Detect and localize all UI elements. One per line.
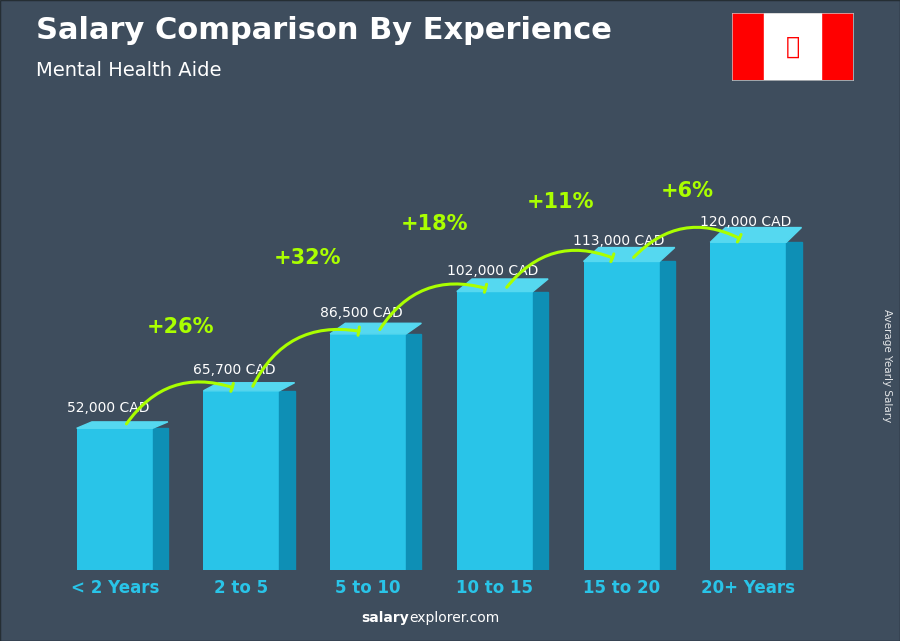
Bar: [764, 13, 821, 80]
Text: 52,000 CAD: 52,000 CAD: [67, 401, 149, 415]
Bar: [583, 262, 660, 570]
Polygon shape: [710, 228, 802, 242]
Text: 🍁: 🍁: [786, 35, 799, 58]
Text: 86,500 CAD: 86,500 CAD: [320, 306, 402, 320]
Text: 120,000 CAD: 120,000 CAD: [700, 215, 791, 229]
Text: +26%: +26%: [147, 317, 214, 337]
Polygon shape: [279, 391, 294, 570]
Bar: [710, 242, 787, 570]
Polygon shape: [583, 247, 675, 262]
Text: +6%: +6%: [661, 181, 714, 201]
Polygon shape: [787, 242, 802, 570]
Polygon shape: [406, 334, 421, 570]
Bar: [821, 13, 853, 80]
Bar: [732, 13, 764, 80]
Text: salary: salary: [362, 611, 410, 625]
Polygon shape: [457, 279, 548, 292]
Text: Mental Health Aide: Mental Health Aide: [36, 61, 221, 80]
Text: +32%: +32%: [274, 248, 341, 269]
Polygon shape: [660, 262, 675, 570]
Bar: [76, 428, 153, 570]
Bar: [330, 334, 406, 570]
Polygon shape: [330, 323, 421, 334]
Bar: [457, 292, 533, 570]
Text: Salary Comparison By Experience: Salary Comparison By Experience: [36, 16, 612, 45]
Text: Average Yearly Salary: Average Yearly Salary: [881, 309, 892, 422]
Text: 65,700 CAD: 65,700 CAD: [194, 363, 276, 377]
Text: +11%: +11%: [527, 192, 595, 212]
Text: 113,000 CAD: 113,000 CAD: [573, 234, 665, 248]
Text: 102,000 CAD: 102,000 CAD: [446, 264, 538, 278]
Polygon shape: [203, 383, 294, 391]
Polygon shape: [533, 292, 548, 570]
Polygon shape: [153, 428, 168, 570]
Polygon shape: [76, 422, 168, 428]
Text: explorer.com: explorer.com: [410, 611, 500, 625]
Text: +18%: +18%: [400, 214, 468, 234]
Bar: [203, 391, 279, 570]
